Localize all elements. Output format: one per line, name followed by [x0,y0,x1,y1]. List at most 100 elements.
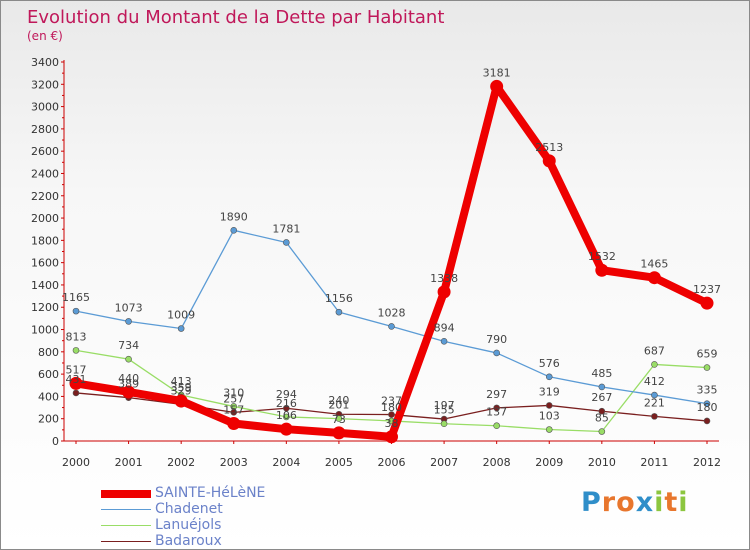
data-point [598,428,606,435]
data-label: 155 [434,404,455,417]
data-label: 431 [66,373,87,386]
x-tick-label: 2012 [693,456,721,469]
data-label: 813 [66,330,87,343]
y-tick-label: 3000 [31,101,59,114]
data-label: 1165 [62,291,90,304]
legend-label-badaroux: Badaroux [155,533,222,549]
y-tick-label: 600 [38,368,59,381]
x-tick-label: 2002 [167,456,195,469]
data-label: 180 [381,401,402,414]
x-tick-label: 2009 [535,456,563,469]
data-label: 257 [223,392,244,405]
data-label: 359 [171,381,192,394]
data-label: 1338 [430,272,458,285]
data-label: 1073 [115,301,143,314]
data-label: 389 [118,378,139,391]
data-point [545,373,553,381]
data-label: 216 [276,397,297,410]
data-label: 413 [171,375,192,388]
data-point [595,263,609,277]
data-point [703,417,711,425]
data-point [598,383,606,391]
data-point [122,385,136,399]
data-point [230,403,238,410]
x-tick-label: 2007 [430,456,458,469]
data-label: 440 [118,372,139,385]
legend-item-sainte-helene: SAINTE-HéLèNE [101,485,351,502]
x-tick-label: 2001 [115,456,143,469]
data-label: 659 [697,348,718,361]
proxiti-logo: Proxiti [581,487,689,518]
y-tick-label: 0 [52,435,59,448]
data-point [490,79,504,93]
legend-swatch-sainte-helene [101,490,151,498]
data-point [598,407,606,415]
data-label: 1465 [640,258,668,271]
data-label: 38 [385,417,399,430]
data-point [72,307,80,315]
y-tick-label: 800 [38,346,59,359]
y-tick-label: 1200 [31,301,59,314]
data-point [651,391,658,399]
data-label: 1532 [588,250,616,263]
data-label: 297 [486,388,507,401]
data-point [335,308,343,316]
x-tick-label: 2000 [62,456,90,469]
data-label: 310 [223,386,244,399]
data-point [279,422,293,436]
data-point [651,361,658,368]
data-label: 103 [539,410,560,423]
data-point [283,239,290,246]
data-point [651,413,658,420]
data-point [437,285,451,299]
data-point [72,347,80,354]
data-label: 201 [328,399,349,412]
data-point [388,411,395,418]
data-point [385,430,398,444]
data-label: 1009 [167,309,195,322]
data-label: 240 [328,394,349,407]
data-point [125,318,132,325]
x-tick-label: 2004 [272,456,300,469]
y-tick-label: 1400 [31,279,59,292]
data-label: 734 [118,339,139,352]
data-point [227,416,241,430]
data-label: 485 [591,367,612,380]
chart-title: Evolution du Montant de la Dette par Hab… [27,7,445,28]
x-tick-label: 2005 [325,456,353,469]
data-point [332,426,346,440]
legend-label-lanuejols: Lanuéjols [155,517,222,533]
data-point [440,338,448,345]
data-label: 576 [539,357,560,370]
data-point [542,154,556,168]
data-point [703,364,711,371]
data-point [283,404,290,412]
data-point [174,394,188,408]
data-label: 294 [276,388,297,401]
data-point [177,325,185,332]
data-label: 85 [595,412,609,425]
legend: SAINTE-HéLèNE Chadenet Lanuéjols Badarou… [101,485,351,549]
x-tick-label: 2011 [640,456,668,469]
data-label: 1237 [693,283,721,296]
y-tick-label: 1000 [31,324,59,337]
data-point [493,349,500,357]
data-label: 1156 [325,292,353,305]
data-point [125,355,132,363]
y-tick-label: 2800 [31,123,59,136]
data-label: 517 [66,363,87,376]
data-label: 335 [697,384,718,397]
y-tick-label: 2600 [31,145,59,158]
data-label: 2513 [535,141,563,154]
data-label: 237 [381,395,402,408]
data-point [545,426,553,433]
data-label: 790 [486,333,507,346]
data-label: 221 [644,396,665,409]
y-tick-label: 400 [38,390,59,403]
legend-swatch-lanuejols [101,525,151,526]
x-tick-label: 2010 [588,456,616,469]
y-tick-label: 3200 [31,78,59,91]
y-tick-label: 2000 [31,212,59,225]
data-label: 412 [644,375,665,388]
